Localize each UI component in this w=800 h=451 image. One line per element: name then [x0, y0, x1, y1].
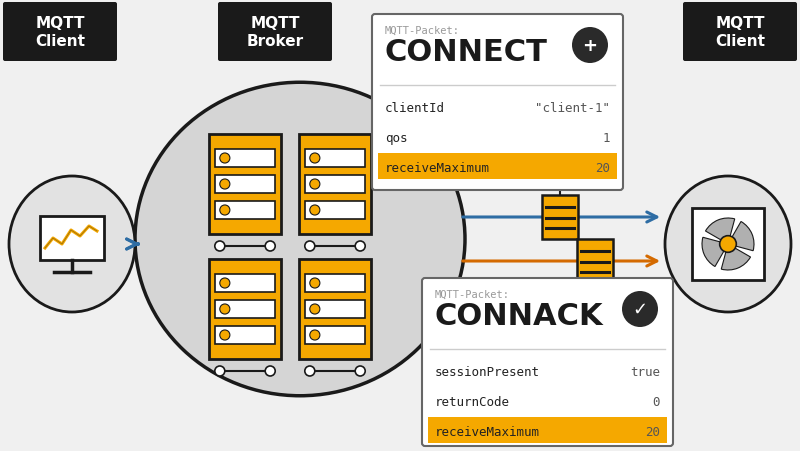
FancyBboxPatch shape	[305, 150, 366, 168]
Text: 1: 1	[602, 132, 610, 145]
FancyBboxPatch shape	[209, 135, 281, 235]
Text: MQTT-Packet:: MQTT-Packet:	[435, 290, 510, 299]
Circle shape	[266, 366, 275, 376]
FancyBboxPatch shape	[214, 202, 275, 220]
Text: "client-1": "client-1"	[535, 102, 610, 115]
Text: CONNACK: CONNACK	[435, 301, 604, 330]
Text: MQTT
Client: MQTT Client	[715, 16, 765, 49]
FancyBboxPatch shape	[683, 3, 797, 62]
Text: sessionPresent: sessionPresent	[435, 366, 540, 379]
FancyBboxPatch shape	[299, 135, 371, 235]
Ellipse shape	[665, 177, 791, 312]
Ellipse shape	[9, 177, 135, 312]
Text: qos: qos	[385, 132, 407, 145]
Wedge shape	[706, 219, 734, 244]
Circle shape	[266, 241, 275, 252]
Text: 0: 0	[653, 396, 660, 409]
FancyBboxPatch shape	[305, 326, 366, 344]
Text: 20: 20	[645, 426, 660, 438]
Circle shape	[305, 366, 315, 376]
Wedge shape	[722, 244, 750, 271]
Text: true: true	[630, 366, 660, 379]
Circle shape	[355, 366, 365, 376]
FancyBboxPatch shape	[214, 274, 275, 292]
FancyBboxPatch shape	[422, 278, 673, 446]
FancyBboxPatch shape	[214, 326, 275, 344]
FancyBboxPatch shape	[214, 150, 275, 168]
FancyBboxPatch shape	[214, 300, 275, 318]
FancyBboxPatch shape	[372, 15, 623, 191]
Text: MQTT
Client: MQTT Client	[35, 16, 85, 49]
FancyBboxPatch shape	[305, 175, 366, 193]
FancyBboxPatch shape	[218, 3, 332, 62]
FancyBboxPatch shape	[692, 208, 764, 281]
Circle shape	[214, 366, 225, 376]
Wedge shape	[702, 238, 728, 267]
Text: ✓: ✓	[633, 300, 647, 318]
Circle shape	[572, 28, 608, 64]
Text: 20: 20	[595, 162, 610, 175]
Text: returnCode: returnCode	[435, 396, 510, 409]
Circle shape	[310, 179, 320, 189]
FancyBboxPatch shape	[305, 300, 366, 318]
FancyBboxPatch shape	[428, 417, 667, 443]
Text: receiveMaximum: receiveMaximum	[435, 426, 540, 438]
FancyBboxPatch shape	[577, 239, 613, 283]
Text: clientId: clientId	[385, 102, 445, 115]
Text: MQTT
Broker: MQTT Broker	[246, 16, 303, 49]
Circle shape	[214, 241, 225, 252]
Circle shape	[220, 154, 230, 164]
Ellipse shape	[135, 83, 465, 396]
FancyBboxPatch shape	[214, 175, 275, 193]
FancyBboxPatch shape	[3, 3, 117, 62]
Circle shape	[720, 236, 736, 253]
FancyBboxPatch shape	[209, 259, 281, 359]
FancyBboxPatch shape	[40, 216, 104, 260]
Wedge shape	[728, 222, 754, 251]
Circle shape	[310, 304, 320, 314]
Text: receiveMaximum: receiveMaximum	[385, 162, 490, 175]
Text: MQTT-Packet:: MQTT-Packet:	[385, 26, 460, 36]
Circle shape	[310, 154, 320, 164]
Circle shape	[220, 206, 230, 216]
Circle shape	[310, 330, 320, 341]
Text: +: +	[582, 37, 598, 55]
FancyBboxPatch shape	[299, 259, 371, 359]
Circle shape	[220, 304, 230, 314]
FancyBboxPatch shape	[378, 154, 617, 179]
FancyBboxPatch shape	[305, 274, 366, 292]
Circle shape	[220, 330, 230, 341]
FancyBboxPatch shape	[542, 196, 578, 239]
Circle shape	[305, 241, 315, 252]
Text: CONNECT: CONNECT	[385, 38, 548, 67]
Circle shape	[310, 206, 320, 216]
Circle shape	[355, 241, 365, 252]
Circle shape	[622, 291, 658, 327]
Circle shape	[310, 278, 320, 288]
Circle shape	[220, 278, 230, 288]
FancyBboxPatch shape	[305, 202, 366, 220]
Circle shape	[220, 179, 230, 189]
